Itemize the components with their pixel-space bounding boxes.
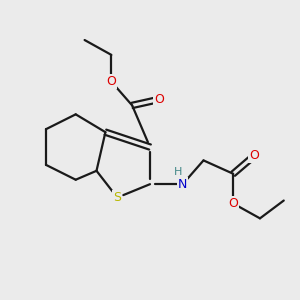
- Text: O: O: [154, 93, 164, 106]
- Text: S: S: [113, 191, 121, 204]
- Text: N: N: [178, 178, 188, 191]
- Text: O: O: [249, 149, 259, 162]
- Text: O: O: [228, 197, 238, 210]
- Text: H: H: [174, 167, 182, 177]
- Text: O: O: [106, 75, 116, 88]
